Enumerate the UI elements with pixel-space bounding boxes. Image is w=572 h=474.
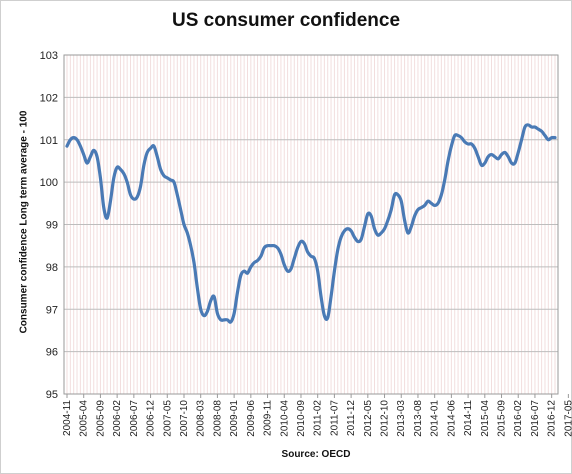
x-tick-label: 2010-04 — [279, 400, 290, 437]
x-tick-label: 2009-06 — [246, 400, 257, 437]
x-tick-label: 2016-02 — [513, 400, 524, 437]
chart-title: US consumer confidence — [171, 10, 401, 31]
x-tick-label: 2016-07 — [530, 400, 541, 437]
source-note: Source: OECD — [281, 449, 351, 460]
x-tick-label: 2005-09 — [95, 400, 106, 437]
y-tick-label: 95 — [46, 389, 58, 401]
x-tick-label: 2014-11 — [463, 400, 474, 436]
y-tick-label: 100 — [40, 177, 58, 189]
x-tick-label: 2007-05 — [162, 400, 173, 437]
x-tick-label: 2013-03 — [396, 400, 407, 437]
x-tick-label: 2016-12 — [547, 400, 558, 437]
x-tick-label: 2014-01 — [430, 400, 441, 437]
x-tick-label: 2006-02 — [112, 400, 123, 437]
x-tick-label: 2006-12 — [146, 400, 157, 437]
x-tick-label: 2012-10 — [380, 400, 391, 437]
x-tick-label: 2008-03 — [196, 400, 207, 437]
y-tick-label: 99 — [46, 220, 58, 232]
x-tick-label: 2011-07 — [329, 400, 340, 436]
x-tick-label: 2017-05 — [563, 400, 572, 437]
x-tick-label: 2006-07 — [129, 400, 140, 437]
y-tick-label: 97 — [46, 304, 58, 316]
x-tick-label: 2010-09 — [296, 400, 307, 437]
plot-area-border — [63, 54, 559, 395]
x-tick-label: 2013-08 — [413, 400, 424, 437]
y-tick-label: 102 — [40, 92, 58, 104]
y-tick-label: 103 — [40, 50, 58, 62]
x-tick-label: 2015-04 — [480, 400, 491, 437]
x-tick-label: 2011-12 — [346, 400, 357, 436]
x-tick-label: 2011-02 — [313, 400, 324, 436]
x-tick-label: 2012-05 — [363, 400, 374, 437]
x-tick-label: 2015-09 — [497, 400, 508, 437]
x-tick-label: 2007-10 — [179, 400, 190, 437]
confidence-series-line — [65, 123, 557, 324]
y-tick-label: 96 — [46, 347, 58, 359]
x-tick-label: 2009-11 — [263, 400, 274, 436]
y-tick-label: 101 — [40, 135, 58, 147]
x-tick-label: 2005-04 — [79, 400, 90, 437]
x-tick-label: 2004-11 — [62, 400, 73, 436]
x-tick-label: 2014-06 — [446, 400, 457, 437]
x-tick-label: 2009-01 — [229, 400, 240, 437]
y-tick-label: 98 — [46, 262, 58, 274]
x-tick-label: 2008-08 — [212, 400, 223, 437]
